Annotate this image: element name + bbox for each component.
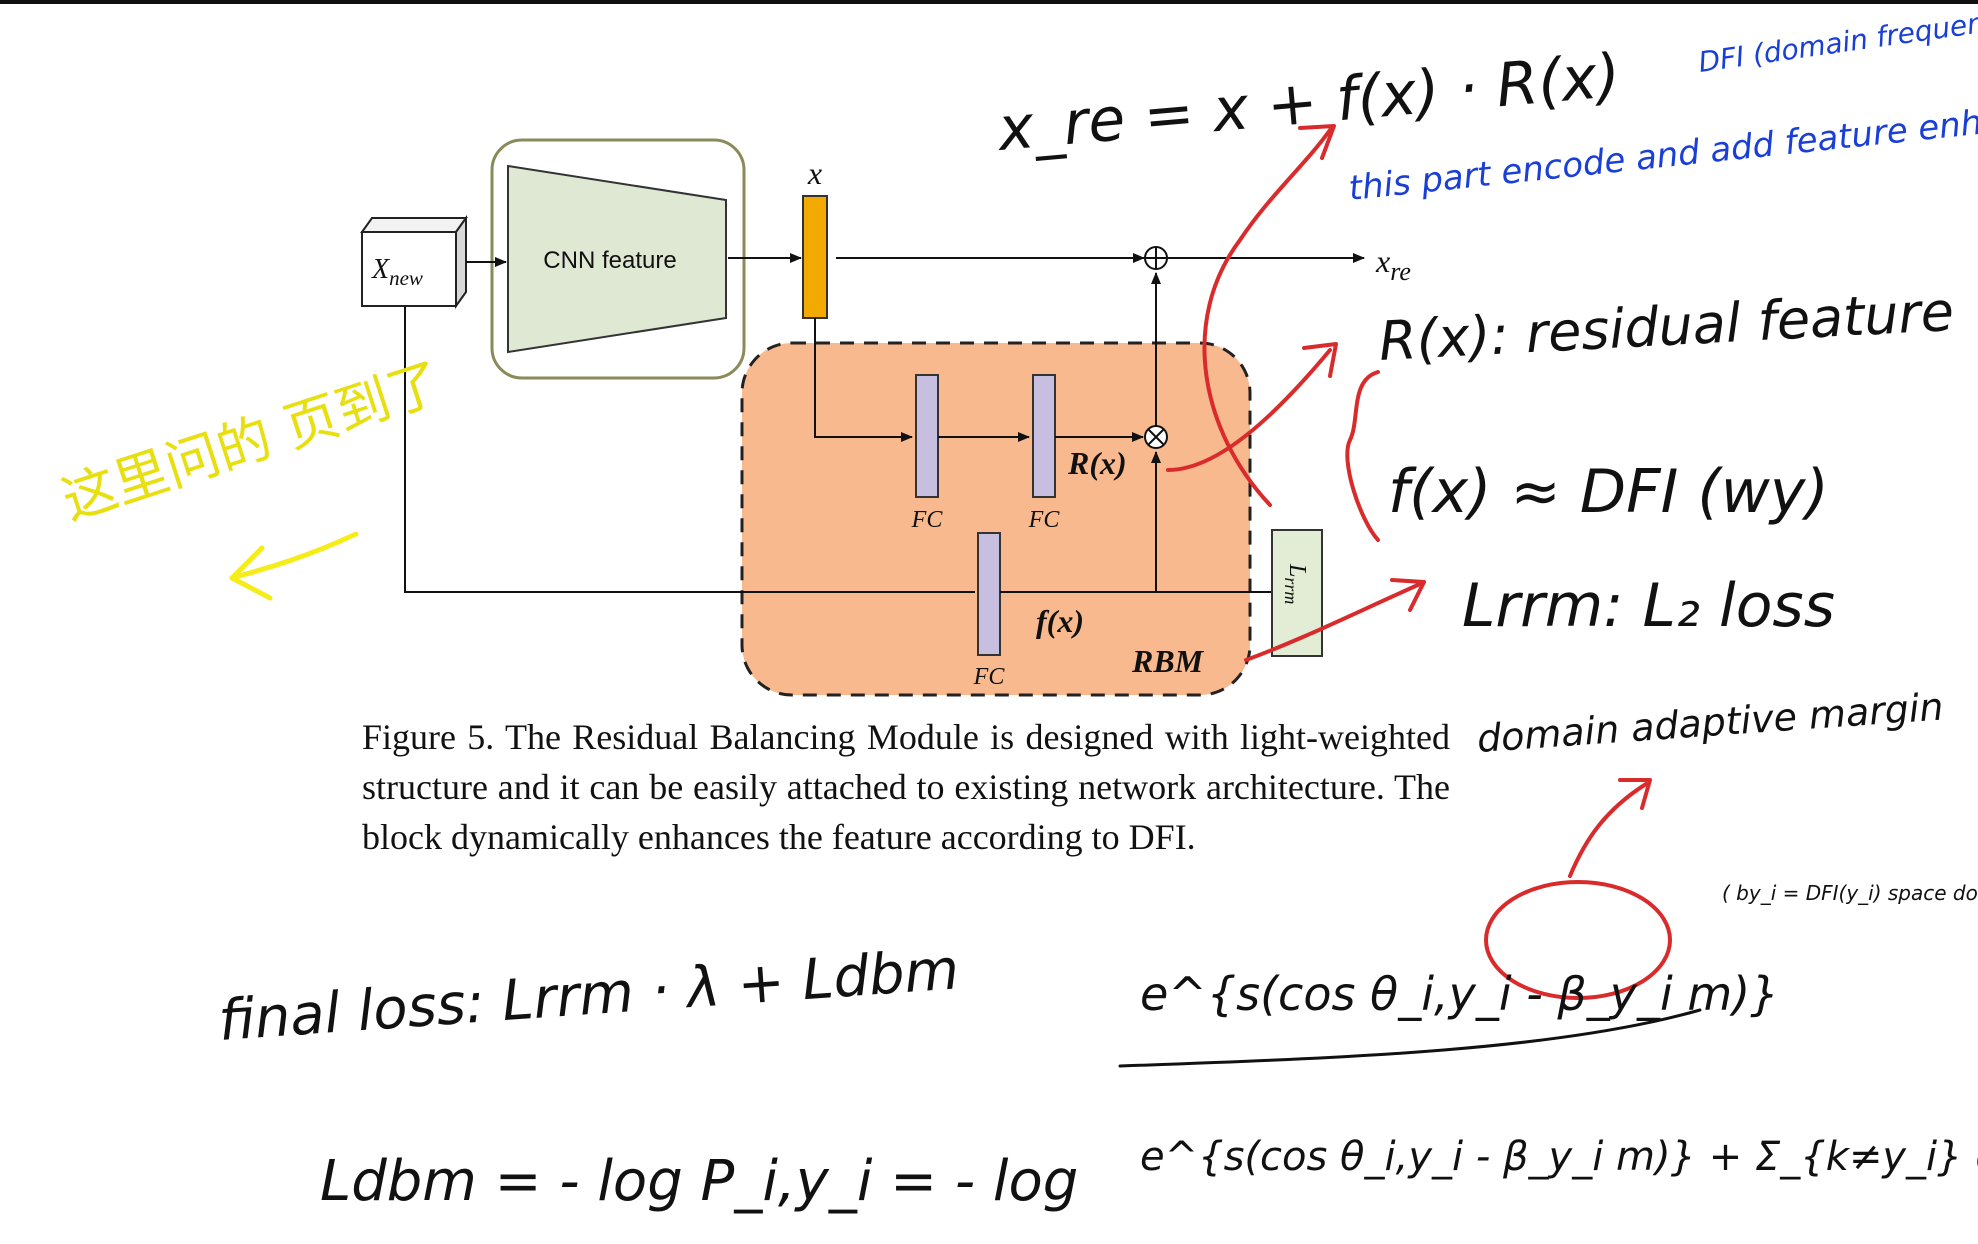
red-arrow-rx (1166, 348, 1332, 472)
red-arrow-to-equation (1202, 128, 1332, 507)
fraction-bar (1118, 1008, 1702, 1068)
f-of-x-label: f(x) (1036, 603, 1084, 639)
output-label: xre (1375, 243, 1411, 286)
yellow-note: 这里问的 页到了 (55, 350, 450, 532)
red-arrowhead-loss (1390, 578, 1426, 612)
red-arrow-loss (1244, 582, 1422, 662)
r-of-x-label: R(x) (1067, 445, 1127, 481)
figure-caption: Figure 5. The Residual Balancing Module … (362, 717, 1450, 857)
red-arrowhead-rx (1302, 342, 1338, 378)
note-margin-detail: ( by_i = DFI(y_i) space domain margin ..… (1722, 881, 1978, 905)
rbm-label: RBM (1131, 643, 1205, 679)
input-label: Xnew (371, 254, 423, 290)
loss-box (1271, 529, 1323, 657)
cnn-trapezoid (507, 164, 727, 354)
note-lrrm: Lrrm: L₂ loss (1462, 571, 1835, 641)
fc2-bar (1032, 374, 1056, 498)
branch-x-to-fc1 (814, 318, 913, 442)
rbm-region (740, 341, 1252, 697)
branch-input-to-fc3 (404, 306, 975, 593)
ldbm-lhs: Ldbm = - log P_i,y_i = - log (320, 1149, 1078, 1214)
red-arrowhead-equation (1298, 124, 1336, 160)
red-arrow-margin (1568, 782, 1648, 878)
note-domain: domain adaptive margin (1476, 684, 1945, 760)
cnn-feature-label: CNN feature (543, 247, 676, 274)
fc1-label: FC (911, 507, 944, 533)
yellow-arrow (229, 531, 359, 601)
red-arrowhead-margin (1618, 778, 1652, 810)
blue-note-dfi: DFI (domain frequency indicator) (1696, 0, 1978, 79)
note-rx: R(x): residual feature (1377, 280, 1955, 373)
fc2-label: FC (1028, 507, 1061, 533)
loss-numerator: e^{s(cos θ_i,y_i - β_y_i m)} (1140, 967, 1779, 1021)
fc3-label: FC (973, 664, 1006, 690)
top-border-rule (0, 0, 1978, 4)
product-node-d2 (1147, 428, 1165, 446)
red-circle-beta-m (1484, 880, 1672, 1000)
loss-denominator: e^{s(cos θ_i,y_i - β_y_i m)} + Σ_{k≠y_i}… (1140, 1134, 1978, 1180)
x-label: x (807, 155, 822, 191)
input-cube: Xnew (360, 214, 468, 310)
equation-xre: x_re = x + f(x) · R(x) (993, 41, 1623, 165)
final-loss: final loss: Lrrm · λ + Ldbm (216, 937, 961, 1054)
x-feature-bar (802, 195, 828, 319)
fc3-bar (977, 532, 1001, 656)
fc1-bar (915, 374, 939, 498)
red-brace (1345, 370, 1380, 542)
loss-label: Lrrm (1281, 563, 1310, 604)
note-fx: f(x) ≈ DFI (wy) (1388, 457, 1829, 527)
